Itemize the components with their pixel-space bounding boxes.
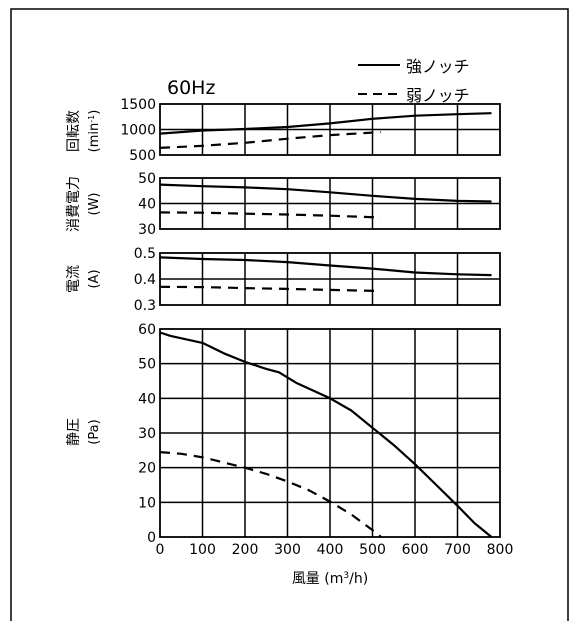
power-strong-series-line bbox=[159, 183, 492, 203]
speed-ytick-label: 500 bbox=[129, 148, 156, 164]
speed-ytick-label: 1000 bbox=[120, 123, 156, 139]
power-ytick-label: 50 bbox=[138, 171, 156, 187]
power-label-line2: (W) bbox=[87, 193, 102, 216]
pressure-label-line2: (Pa) bbox=[87, 419, 102, 444]
power-weak-series-line bbox=[159, 211, 382, 219]
current-label-line1: 電流 bbox=[66, 265, 82, 293]
speed-weak-series-line bbox=[159, 131, 382, 149]
power-axis-label: 消費電力 (W) bbox=[66, 176, 102, 232]
speed-plot-frame bbox=[159, 103, 501, 156]
current-ytick-label: 0.5 bbox=[134, 246, 156, 262]
x-tick-label: 700 bbox=[444, 542, 471, 558]
speed-ytick-label: 1500 bbox=[120, 97, 156, 113]
panel-power-consumption: 50 40 30 bbox=[138, 171, 501, 238]
pressure-ytick-label: 10 bbox=[138, 495, 156, 511]
speed-axis-label: 回転数 (min-1) bbox=[66, 110, 102, 153]
pressure-label-line1: 静圧 bbox=[66, 418, 82, 446]
x-tick-label: 0 bbox=[156, 542, 165, 558]
outer-frame bbox=[10, 8, 569, 621]
panel-rotational-speed: 1500 1000 500 bbox=[120, 97, 501, 164]
pressure-axis-label: 静圧 (Pa) bbox=[66, 418, 102, 446]
x-tick-label: 500 bbox=[359, 542, 386, 558]
pressure-ytick-label: 30 bbox=[138, 426, 156, 442]
pressure-ytick-label: 60 bbox=[138, 322, 156, 338]
pressure-strong-series-line bbox=[159, 331, 493, 538]
power-label-line1: 消費電力 bbox=[66, 176, 82, 232]
speed-label-line1: 回転数 bbox=[66, 110, 82, 152]
legend: 強ノッチ 弱ノッチ bbox=[358, 57, 470, 105]
pressure-weak-series-line bbox=[159, 451, 382, 538]
power-plot-frame bbox=[159, 177, 501, 230]
current-axis-label: 電流 (A) bbox=[66, 265, 102, 293]
speed-label-line2: (min-1) bbox=[87, 110, 103, 153]
legend-strong-label: 強ノッチ bbox=[406, 57, 470, 76]
pressure-ytick-label: 40 bbox=[138, 391, 156, 407]
x-tick-label: 600 bbox=[402, 542, 429, 558]
legend-weak-label: 弱ノッチ bbox=[406, 86, 470, 105]
x-tick-label: 300 bbox=[274, 542, 301, 558]
x-tick-label: 800 bbox=[487, 542, 514, 558]
panel-current: 0.5 0.4 0.3 bbox=[134, 246, 501, 314]
x-axis-title: 風量 (m3/h) bbox=[292, 571, 368, 587]
current-strong-series-line bbox=[159, 256, 492, 277]
pressure-ytick-label: 20 bbox=[138, 461, 156, 477]
power-ytick-label: 40 bbox=[138, 197, 156, 213]
frequency-label: 60Hz bbox=[167, 77, 215, 99]
pressure-ytick-label: 50 bbox=[138, 357, 156, 373]
pressure-plot-frame bbox=[159, 328, 501, 538]
current-weak-series-line bbox=[159, 285, 382, 293]
x-tick-label: 400 bbox=[317, 542, 344, 558]
x-tick-label: 100 bbox=[189, 542, 216, 558]
x-tick-label: 200 bbox=[232, 542, 259, 558]
power-ytick-label: 30 bbox=[138, 222, 156, 238]
current-plot-frame bbox=[159, 252, 501, 306]
current-ytick-label: 0.4 bbox=[134, 272, 156, 288]
speed-strong-series-line bbox=[159, 112, 492, 135]
pressure-ytick-label: 0 bbox=[147, 530, 156, 546]
current-label-line2: (A) bbox=[87, 269, 102, 288]
current-ytick-label: 0.3 bbox=[134, 298, 156, 314]
